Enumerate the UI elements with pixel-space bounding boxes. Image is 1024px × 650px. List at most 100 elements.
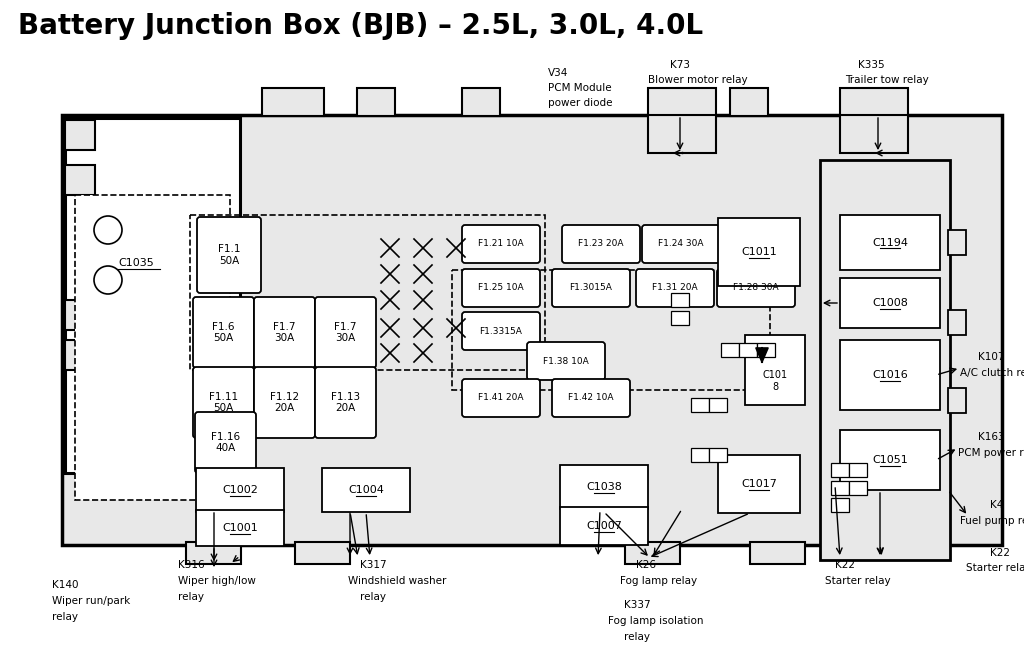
Bar [560, 465, 648, 509]
Text: F1.41 20A: F1.41 20A [478, 393, 523, 402]
Bar [840, 88, 908, 116]
Bar [452, 270, 770, 390]
Text: F1.7
30A: F1.7 30A [273, 322, 296, 343]
Text: K107: K107 [978, 352, 1005, 362]
FancyBboxPatch shape [562, 225, 640, 263]
Text: C1011: C1011 [741, 247, 777, 257]
FancyBboxPatch shape [254, 297, 315, 368]
Text: F1.42 10A: F1.42 10A [568, 393, 613, 402]
Text: K163: K163 [978, 432, 1005, 442]
Bar [75, 195, 230, 500]
Polygon shape [756, 348, 768, 362]
Bar [831, 481, 849, 495]
Bar [262, 88, 324, 116]
Text: Wiper high/low: Wiper high/low [178, 576, 256, 586]
FancyBboxPatch shape [527, 342, 605, 380]
Text: F1.11
50A: F1.11 50A [209, 392, 238, 413]
Text: Starter relay: Starter relay [966, 563, 1024, 573]
Bar [820, 160, 950, 560]
Bar [671, 293, 689, 307]
Bar [948, 388, 966, 413]
Text: Blower motor relay: Blower motor relay [648, 75, 748, 85]
Text: Fuel pump relay: Fuel pump relay [961, 516, 1024, 526]
Text: K140: K140 [52, 580, 79, 590]
Bar [840, 340, 940, 410]
Text: C1001: C1001 [222, 523, 258, 533]
Text: C1004: C1004 [348, 485, 384, 495]
Bar [560, 507, 648, 545]
FancyBboxPatch shape [193, 367, 254, 438]
Bar [831, 463, 849, 477]
Bar [186, 542, 241, 564]
Text: K335: K335 [858, 60, 885, 70]
Bar [65, 165, 95, 195]
Text: K26: K26 [636, 560, 656, 570]
Text: F1.25 10A: F1.25 10A [478, 283, 524, 292]
Bar [750, 542, 805, 564]
Bar [691, 448, 709, 462]
Text: K337: K337 [624, 600, 650, 610]
Text: C1017: C1017 [741, 479, 777, 489]
Text: A/C clutch relay: A/C clutch relay [961, 368, 1024, 378]
Text: K22: K22 [835, 560, 855, 570]
Text: F1.3015A: F1.3015A [569, 283, 612, 292]
Text: F1.38 10A: F1.38 10A [543, 356, 589, 365]
Text: C1008: C1008 [872, 298, 908, 308]
Bar [196, 510, 284, 546]
Bar [190, 215, 545, 370]
Text: C101: C101 [763, 370, 787, 380]
Text: F1.24 30A: F1.24 30A [658, 239, 703, 248]
Bar [739, 343, 757, 357]
Text: power diode: power diode [548, 98, 612, 108]
Bar [831, 498, 849, 512]
Bar [718, 455, 800, 513]
Bar [948, 230, 966, 255]
Bar [849, 481, 867, 495]
Text: Starter relay: Starter relay [825, 576, 891, 586]
Text: PCM Module: PCM Module [548, 83, 611, 93]
Circle shape [94, 216, 122, 244]
FancyBboxPatch shape [315, 367, 376, 438]
Bar [322, 468, 410, 512]
Bar [840, 215, 940, 270]
Text: F1.13
20A: F1.13 20A [331, 392, 360, 413]
Text: F1.28 30A: F1.28 30A [733, 283, 779, 292]
Text: Battery Junction Box (BJB) – 2.5L, 3.0L, 4.0L: Battery Junction Box (BJB) – 2.5L, 3.0L,… [18, 12, 703, 40]
Text: K317: K317 [360, 560, 387, 570]
Text: C1038: C1038 [586, 482, 622, 492]
Text: relay: relay [52, 612, 78, 622]
Text: K316: K316 [178, 560, 205, 570]
Text: relay: relay [624, 632, 650, 642]
Bar [849, 463, 867, 477]
Bar [625, 542, 680, 564]
Text: Wiper run/park: Wiper run/park [52, 596, 130, 606]
FancyBboxPatch shape [315, 297, 376, 368]
Bar [65, 340, 95, 370]
Bar [840, 115, 908, 153]
Text: K22: K22 [990, 548, 1010, 558]
Text: F1.1
50A: F1.1 50A [218, 244, 241, 266]
Bar [840, 278, 940, 328]
Text: F1.12
20A: F1.12 20A [270, 392, 299, 413]
Bar [709, 448, 727, 462]
FancyBboxPatch shape [462, 269, 540, 307]
Text: V34: V34 [548, 68, 568, 78]
Bar [745, 335, 805, 405]
Text: C1007: C1007 [586, 521, 622, 531]
Bar [691, 398, 709, 412]
Bar [65, 300, 95, 330]
Bar [357, 88, 395, 116]
Text: Fog lamp relay: Fog lamp relay [620, 576, 697, 586]
Bar [709, 398, 727, 412]
Text: Trailer tow relay: Trailer tow relay [845, 75, 929, 85]
FancyBboxPatch shape [197, 217, 261, 293]
Bar [62, 115, 1002, 545]
Text: 8: 8 [772, 382, 778, 392]
Bar [295, 542, 350, 564]
Bar [671, 311, 689, 325]
Circle shape [94, 266, 122, 294]
Text: F1.16
40A: F1.16 40A [211, 432, 240, 453]
Text: relay: relay [360, 592, 386, 602]
Text: relay: relay [178, 592, 204, 602]
FancyBboxPatch shape [642, 225, 720, 263]
